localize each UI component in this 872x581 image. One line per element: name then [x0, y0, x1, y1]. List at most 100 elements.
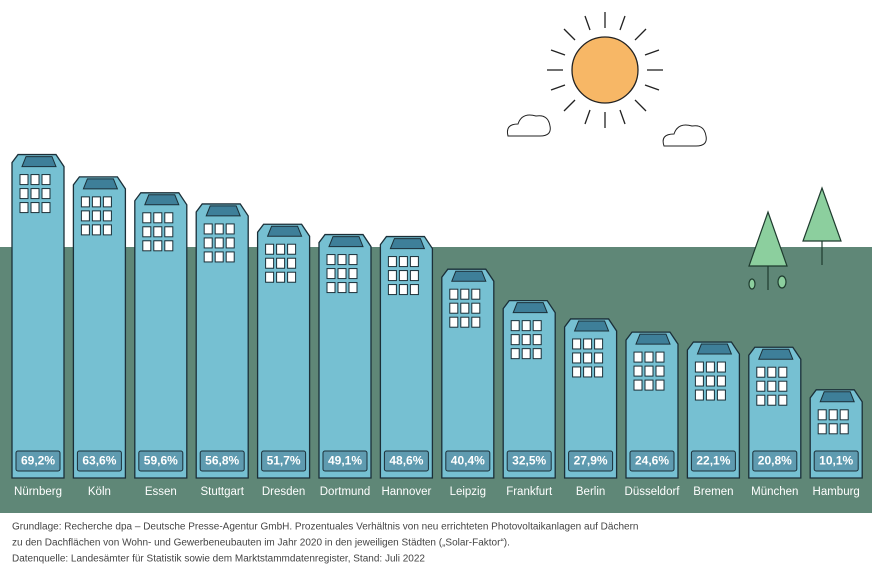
value-plate: [76, 450, 122, 472]
window: [30, 202, 40, 214]
x-tick-label: Bremen: [693, 486, 733, 498]
x-tick-label: Berlin: [576, 486, 605, 498]
window: [142, 212, 152, 224]
value-label: 51,7%: [267, 454, 301, 468]
window: [716, 375, 726, 387]
window: [102, 224, 112, 236]
value-label: 27,9%: [574, 454, 608, 468]
bar: [441, 268, 495, 479]
building-details: [568, 320, 614, 472]
bar: [256, 223, 311, 479]
window: [460, 288, 470, 300]
window: [80, 224, 90, 236]
window: [265, 257, 275, 269]
window: [532, 348, 542, 360]
window: [80, 196, 90, 208]
value-plate: [690, 450, 736, 472]
window: [142, 226, 152, 238]
window: [471, 302, 481, 314]
value-plate: [752, 450, 798, 472]
building-details: [752, 348, 798, 472]
window: [655, 379, 665, 391]
x-tick-label: Hannover: [381, 486, 431, 498]
window: [694, 375, 704, 387]
window: [460, 316, 470, 328]
window: [839, 423, 849, 435]
solar-panel: [573, 320, 610, 332]
value-label: 59,6%: [144, 454, 178, 468]
window: [153, 212, 163, 224]
value-plate: [383, 450, 429, 472]
window: [287, 243, 297, 255]
window: [633, 365, 643, 377]
window: [91, 224, 101, 236]
window: [705, 389, 715, 401]
x-tick-label: Hamburg: [813, 486, 860, 498]
x-tick-label: Leipzig: [450, 486, 486, 498]
window: [348, 268, 358, 280]
value-plate: [568, 450, 614, 472]
window: [387, 284, 397, 296]
window: [572, 338, 582, 350]
window: [716, 361, 726, 373]
window: [276, 271, 286, 283]
window: [655, 365, 665, 377]
window: [594, 338, 604, 350]
building-details: [629, 333, 675, 472]
window: [348, 254, 358, 266]
building-details: [199, 205, 245, 472]
window: [510, 348, 520, 360]
window: [839, 409, 849, 421]
x-tick-label: Essen: [145, 486, 177, 498]
value-label: 24,6%: [635, 454, 669, 468]
window: [164, 226, 174, 238]
window: [409, 270, 419, 282]
window: [19, 174, 29, 186]
value-label: 10,1%: [819, 454, 853, 468]
solar-panel: [82, 178, 119, 190]
window: [633, 379, 643, 391]
value-label: 22,1%: [696, 454, 730, 468]
x-tick-label: Nürnberg: [14, 486, 62, 498]
solar-panel: [819, 391, 855, 403]
window: [471, 316, 481, 328]
window: [91, 196, 101, 208]
cloud: [662, 124, 707, 147]
window: [80, 210, 90, 222]
bar: [72, 176, 127, 479]
x-tick-label: Düsseldorf: [625, 486, 681, 498]
window: [19, 188, 29, 200]
window: [767, 380, 777, 392]
value-plate: [445, 450, 491, 472]
window: [644, 379, 654, 391]
window: [337, 282, 347, 294]
building-details: [383, 238, 429, 472]
building-details: [813, 391, 859, 472]
window: [594, 366, 604, 378]
window: [203, 223, 213, 235]
value-plate: [629, 450, 675, 472]
window: [583, 338, 593, 350]
window: [276, 243, 286, 255]
window: [102, 210, 112, 222]
window: [583, 352, 593, 364]
trees: [748, 186, 842, 290]
window: [225, 251, 235, 263]
window: [265, 243, 275, 255]
value-label: 49,1%: [328, 454, 362, 468]
window: [510, 334, 520, 346]
window: [521, 320, 531, 332]
bar: [195, 203, 249, 479]
building-details: [322, 236, 368, 472]
window: [387, 256, 397, 268]
bar: [318, 233, 372, 479]
window: [387, 270, 397, 282]
window: [767, 366, 777, 378]
window: [449, 316, 459, 328]
window: [326, 282, 336, 294]
window: [287, 257, 297, 269]
window: [583, 366, 593, 378]
window: [756, 366, 766, 378]
value-label: 40,4%: [451, 454, 485, 468]
